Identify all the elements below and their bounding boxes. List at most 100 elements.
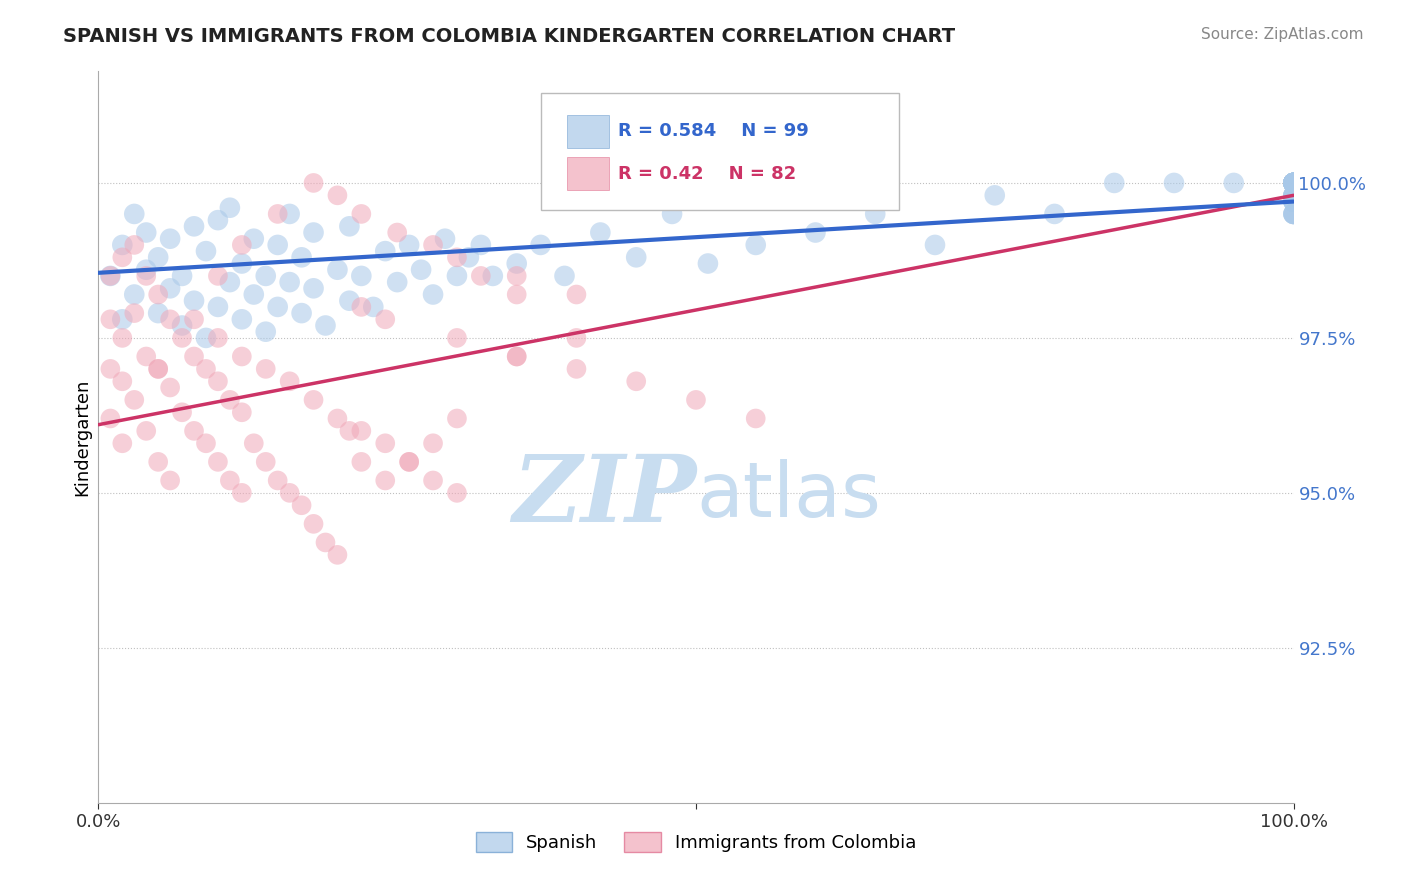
Point	[98, 268, 122, 283]
Point	[482, 268, 505, 283]
Point	[470, 238, 492, 252]
Point	[1043, 207, 1066, 221]
Point	[350, 424, 373, 438]
Point	[385, 275, 409, 289]
Point	[183, 312, 205, 326]
Point	[326, 262, 349, 277]
Point	[1282, 194, 1305, 209]
Point	[363, 300, 385, 314]
Point	[326, 548, 349, 562]
Point	[135, 424, 157, 438]
Point	[124, 287, 146, 301]
Point	[148, 362, 170, 376]
Point	[1223, 176, 1246, 190]
Point	[124, 392, 146, 407]
Point	[626, 250, 648, 264]
Point	[291, 306, 314, 320]
Point	[1282, 176, 1305, 190]
Point	[183, 424, 205, 438]
Point	[135, 268, 157, 283]
Point	[326, 411, 349, 425]
Point	[231, 312, 253, 326]
Point	[506, 287, 529, 301]
Point	[111, 250, 134, 264]
Point	[1163, 176, 1185, 190]
Point	[183, 293, 205, 308]
Point	[350, 300, 373, 314]
Point	[1282, 188, 1305, 202]
Point	[315, 318, 337, 333]
Point	[195, 436, 218, 450]
Point	[1282, 207, 1305, 221]
Point	[219, 474, 242, 488]
Point	[422, 287, 444, 301]
Point	[350, 455, 373, 469]
Point	[1282, 207, 1305, 221]
Point	[302, 392, 325, 407]
Point	[1282, 207, 1305, 221]
Point	[1282, 176, 1305, 190]
Point	[231, 238, 253, 252]
Bar	[567, 157, 609, 190]
Point	[183, 350, 205, 364]
Point	[243, 232, 266, 246]
Point	[697, 256, 720, 270]
Point	[195, 244, 218, 259]
Point	[1282, 176, 1305, 190]
Point	[554, 268, 576, 283]
Point	[470, 268, 492, 283]
Point	[159, 380, 181, 394]
Point	[148, 250, 170, 264]
Point	[1282, 176, 1305, 190]
Point	[1282, 188, 1305, 202]
Point	[267, 300, 290, 314]
Point	[1282, 176, 1305, 190]
Point	[135, 350, 157, 364]
Point	[398, 238, 420, 252]
Point	[291, 498, 314, 512]
Point	[446, 486, 468, 500]
Point	[458, 250, 481, 264]
Point	[984, 188, 1007, 202]
Point	[374, 474, 396, 488]
Point	[685, 392, 707, 407]
Text: R = 0.42    N = 82: R = 0.42 N = 82	[619, 165, 797, 183]
Point	[111, 312, 134, 326]
Point	[1282, 176, 1305, 190]
Point	[278, 374, 301, 388]
Point	[434, 232, 457, 246]
Point	[98, 362, 122, 376]
Point	[231, 405, 253, 419]
FancyBboxPatch shape	[541, 94, 900, 211]
Point	[195, 331, 218, 345]
Point	[231, 256, 253, 270]
Text: R = 0.584    N = 99: R = 0.584 N = 99	[619, 122, 808, 140]
Point	[339, 424, 361, 438]
Point	[172, 331, 194, 345]
Point	[1282, 176, 1305, 190]
Point	[565, 331, 588, 345]
Point	[254, 325, 277, 339]
Point	[506, 350, 529, 364]
Point	[207, 300, 229, 314]
Point	[183, 219, 205, 234]
Point	[159, 474, 181, 488]
Point	[398, 455, 420, 469]
Point	[219, 201, 242, 215]
Point	[135, 262, 157, 277]
Point	[411, 262, 433, 277]
Point	[374, 312, 396, 326]
Point	[1282, 188, 1305, 202]
Text: Source: ZipAtlas.com: Source: ZipAtlas.com	[1201, 27, 1364, 42]
Point	[1282, 176, 1305, 190]
Point	[1282, 176, 1305, 190]
Point	[111, 331, 134, 345]
Point	[1282, 207, 1305, 221]
Point	[339, 293, 361, 308]
Point	[111, 436, 134, 450]
Point	[350, 268, 373, 283]
Point	[385, 226, 409, 240]
Point	[98, 268, 122, 283]
Point	[111, 238, 134, 252]
Point	[350, 207, 373, 221]
